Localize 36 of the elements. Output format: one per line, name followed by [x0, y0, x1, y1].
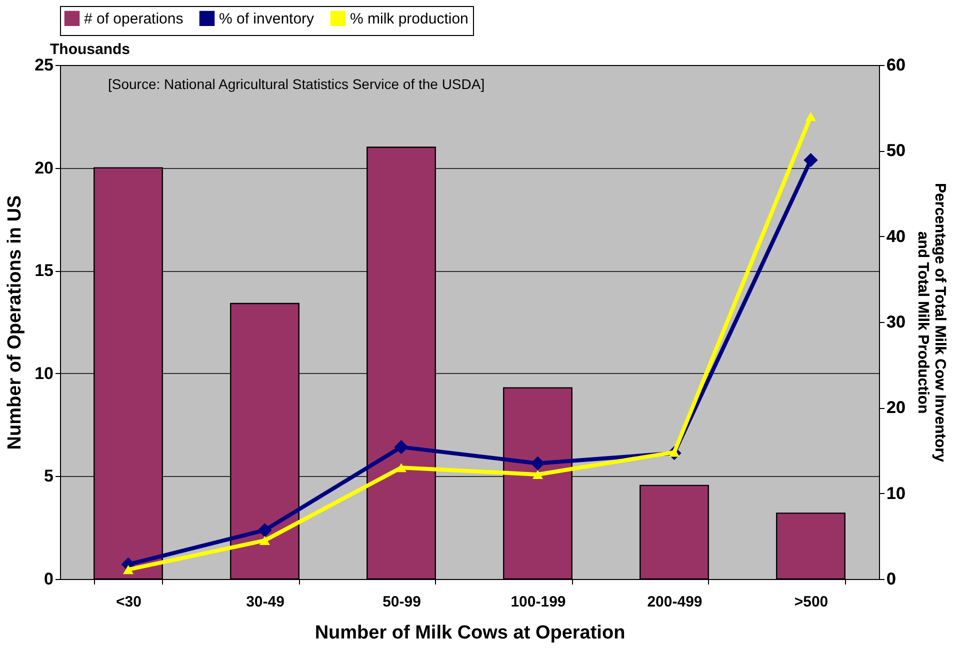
- point: [806, 112, 816, 121]
- y2-tick-label: 10: [886, 484, 906, 503]
- legend-label: # of operations: [84, 10, 184, 28]
- x-tick-label: 30-49: [246, 594, 284, 610]
- y-tick-label: 10: [34, 364, 54, 383]
- x-tick-label: 100-199: [510, 594, 566, 610]
- y2-tick-label: 20: [886, 398, 906, 418]
- legend-label: % milk production: [350, 10, 468, 28]
- annotation: [Source: National Agricultural Statistics Service of the USDA]: [108, 76, 485, 92]
- y-tick-label: 5: [44, 466, 54, 486]
- point: [260, 536, 270, 545]
- y-axis-title: Number of Operations in US: [4, 195, 26, 450]
- y-tick-label: 0: [44, 570, 54, 588]
- y2-tick-label: 30: [886, 312, 906, 332]
- x-tick-label: <30: [116, 594, 142, 610]
- x-axis-title: Number of Milk Cows at Operation: [314, 622, 626, 644]
- point: [123, 565, 134, 574]
- x-tick-label: 50-99: [382, 594, 421, 610]
- y-tick-label: 25: [34, 56, 54, 74]
- y-tick-label: 20: [34, 158, 54, 178]
- y2-tick-label: 0: [886, 570, 896, 588]
- point: [394, 440, 408, 454]
- y2-axis-title: Percentage of Total Milk Cow Inventory and Total Milk Production: [914, 183, 948, 463]
- x-tick-label: >500: [794, 594, 828, 610]
- legend-label: % of inventory: [219, 10, 315, 28]
- point: [396, 463, 406, 472]
- y2-tick-label: 40: [886, 226, 906, 246]
- point: [530, 456, 545, 470]
- text: Thousands: [50, 41, 130, 58]
- y2-tick-label: 50: [886, 141, 906, 160]
- y2-tick-label: 60: [886, 56, 906, 74]
- point: [804, 153, 818, 168]
- x-tick-label: 200-499: [647, 594, 702, 610]
- point: [532, 470, 543, 480]
- point: [258, 523, 272, 538]
- y-tick-label: 15: [34, 261, 54, 280]
